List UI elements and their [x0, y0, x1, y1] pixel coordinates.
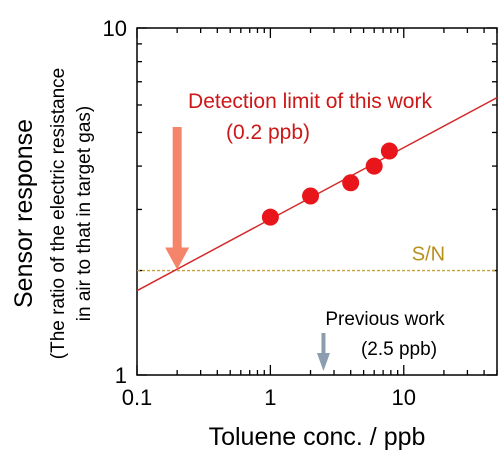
x-axis-title: Toluene conc. / ppb — [209, 423, 426, 451]
detection-limit-label: Detection limit of this work — [188, 90, 432, 113]
sn-label: S/N — [412, 244, 445, 266]
plot-frame — [136, 27, 498, 376]
data-point — [380, 142, 398, 160]
previous-arrow-shaft — [321, 333, 326, 355]
y-axis-title-line3: in air to that in target gas) — [74, 106, 95, 321]
data-point — [342, 174, 360, 192]
y-tick-labels: 1 10 — [103, 16, 127, 388]
x-tick-label: 0.1 — [122, 385, 153, 410]
detection-arrow-head — [165, 247, 190, 270]
previous-work-label: Previous work — [325, 309, 445, 330]
y-axis-title-line2: (The ratio of the electric resistance — [48, 68, 69, 359]
tick-marks — [136, 27, 498, 376]
x-tick-label: 1 — [264, 385, 276, 410]
x-tick-label: 10 — [392, 385, 416, 410]
y-tick-label: 1 — [115, 363, 127, 388]
detection-arrow-shaft — [172, 127, 182, 250]
y-tick-label: 10 — [103, 16, 127, 41]
data-point — [302, 187, 320, 205]
detection-limit-arrow — [165, 127, 190, 270]
y-axis-title: Sensor response (The ratio of the electr… — [10, 68, 95, 359]
data-point — [365, 157, 383, 175]
data-point — [261, 208, 279, 226]
previous-work-value: (2.5 ppb) — [361, 339, 437, 360]
previous-arrow-head — [316, 353, 330, 371]
y-axis-title-line1: Sensor response — [10, 119, 38, 308]
previous-work-arrow — [316, 333, 330, 371]
x-tick-labels: 0.1 1 10 — [122, 385, 416, 410]
data-points — [261, 142, 398, 226]
detection-limit-value: (0.2 ppb) — [226, 121, 310, 144]
